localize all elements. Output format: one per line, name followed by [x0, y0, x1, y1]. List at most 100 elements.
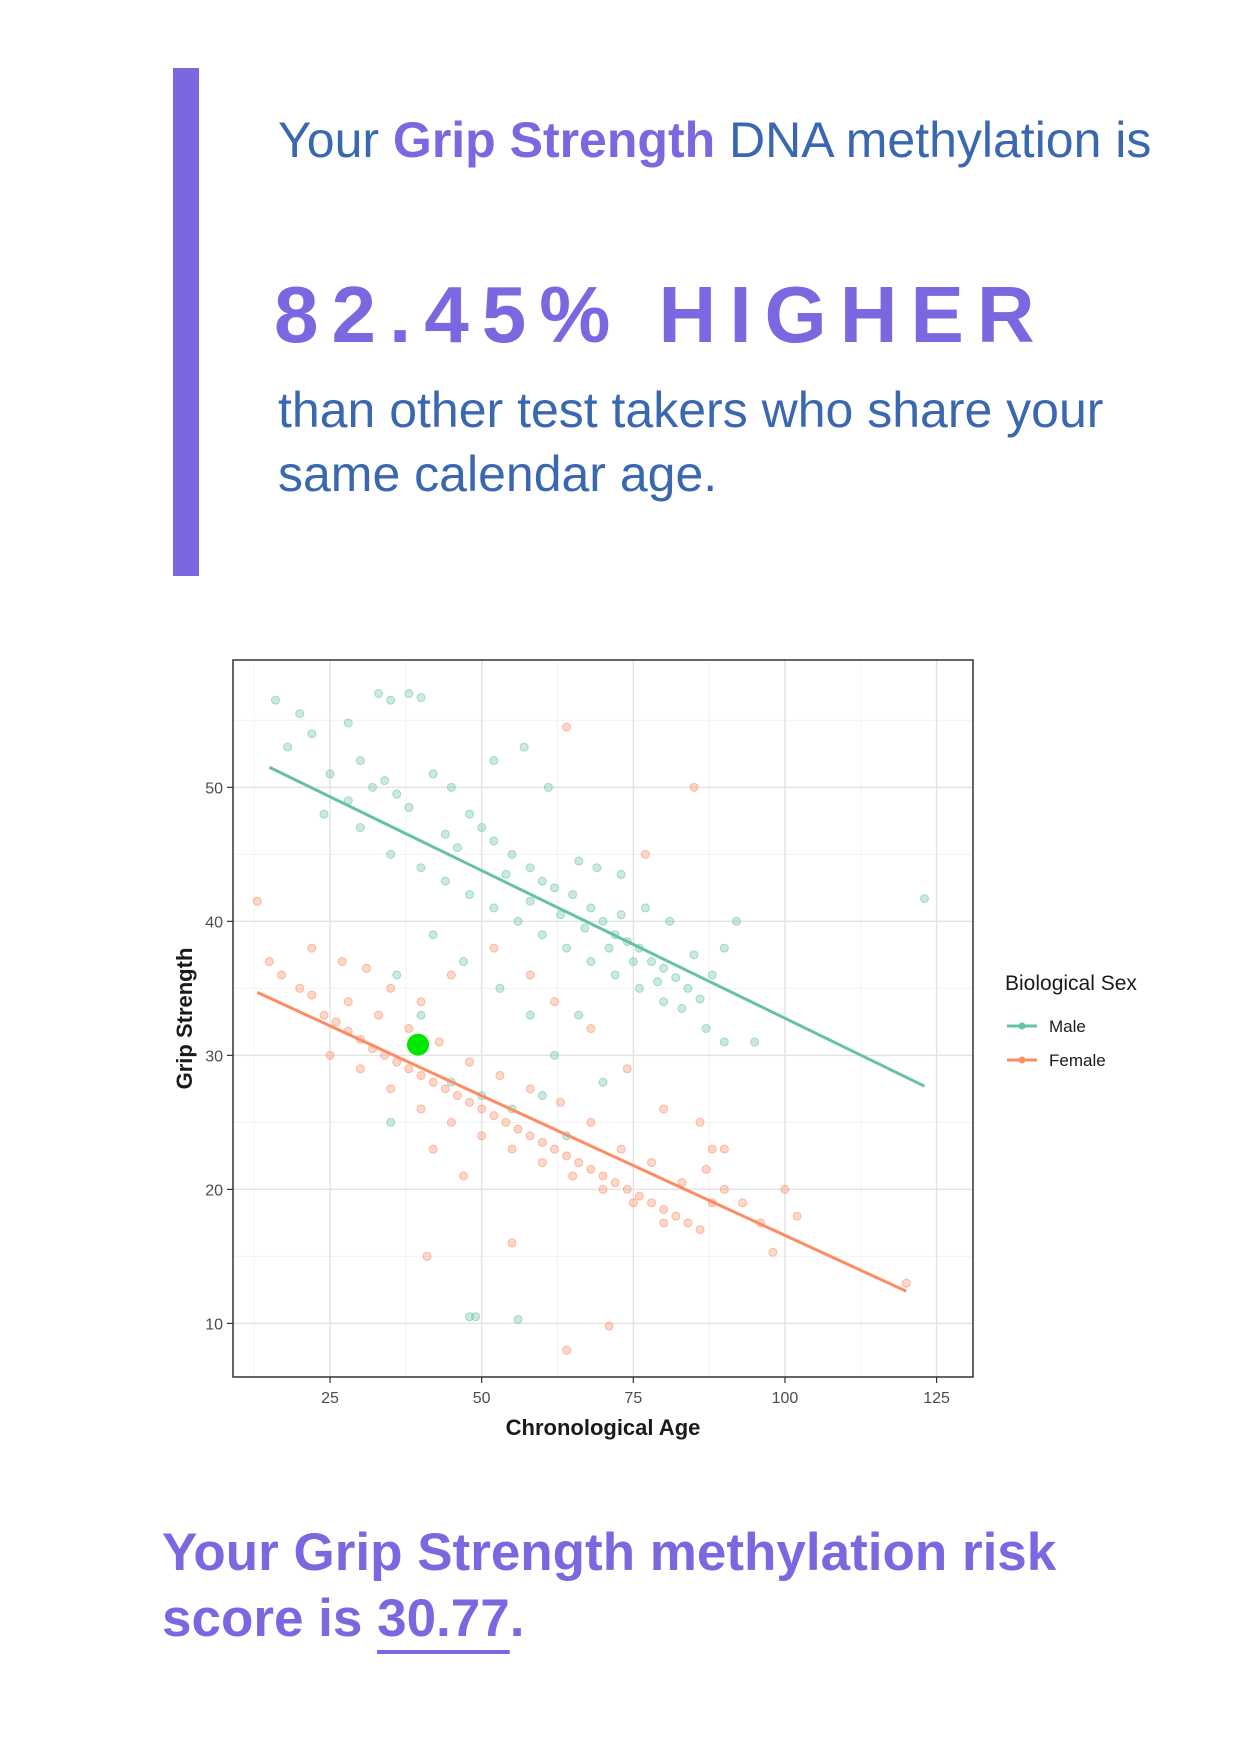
male-point	[598, 916, 608, 926]
female-point	[277, 970, 287, 980]
male-point	[683, 983, 693, 993]
female-point	[307, 943, 317, 953]
male-point	[507, 849, 517, 859]
male-point	[616, 869, 626, 879]
male-point	[537, 1091, 547, 1101]
female-point	[695, 1117, 705, 1127]
female-point	[477, 1131, 487, 1141]
male-point	[465, 809, 475, 819]
female-point	[319, 1010, 329, 1020]
x-tick-label: 125	[923, 1390, 950, 1407]
female-point	[586, 1164, 596, 1174]
female-point	[634, 1191, 644, 1201]
male-point	[270, 695, 280, 705]
male-point	[598, 1077, 608, 1087]
female-point	[428, 1144, 438, 1154]
female-point	[659, 1204, 669, 1214]
male-point	[537, 876, 547, 886]
female-point	[374, 1010, 384, 1020]
male-point	[325, 769, 335, 779]
male-trend-line	[268, 765, 926, 1088]
male-point	[634, 983, 644, 993]
female-point	[780, 1184, 790, 1194]
male-point	[386, 849, 396, 859]
female-point	[647, 1158, 657, 1168]
male-point	[677, 1003, 687, 1013]
female-point	[525, 1084, 535, 1094]
female-point	[361, 963, 371, 973]
male-point	[647, 957, 657, 967]
female-point	[495, 1070, 505, 1080]
male-point	[489, 903, 499, 913]
male-point	[580, 923, 590, 933]
female-trend-line	[256, 991, 907, 1293]
x-tick-label: 100	[772, 1390, 799, 1407]
male-point	[604, 943, 614, 953]
male-point	[707, 970, 717, 980]
y-tick-label: 30	[205, 1048, 223, 1065]
x-tick-label: 50	[473, 1390, 491, 1407]
male-point	[701, 1024, 711, 1034]
female-point	[477, 1104, 487, 1114]
female-point	[610, 1178, 620, 1188]
male-point	[392, 970, 402, 980]
female-point	[343, 997, 353, 1007]
male-point	[689, 950, 699, 960]
female-point	[695, 1225, 705, 1235]
female-point	[604, 1321, 614, 1331]
male-point	[653, 977, 663, 987]
female-point	[404, 1064, 414, 1074]
female-point	[689, 782, 699, 792]
female-point	[549, 1144, 559, 1154]
male-point	[568, 890, 578, 900]
male-point	[368, 782, 378, 792]
female-point	[549, 997, 559, 1007]
male-point	[416, 863, 426, 873]
female-point	[622, 1184, 632, 1194]
female-point	[659, 1104, 669, 1114]
female-point	[458, 1171, 468, 1181]
male-point	[610, 970, 620, 980]
female-point	[562, 1151, 572, 1161]
comparison-headline: 82.45% HIGHER	[274, 270, 1048, 359]
female-point	[659, 1218, 669, 1228]
female-point	[525, 1131, 535, 1141]
male-point	[513, 916, 523, 926]
male-point	[574, 1010, 584, 1020]
female-point	[562, 722, 572, 732]
male-point	[355, 823, 365, 833]
user-score-point	[407, 1033, 429, 1056]
female-point	[586, 1024, 596, 1034]
male-point	[452, 843, 462, 853]
x-tick-label: 75	[624, 1390, 642, 1407]
female-point	[386, 983, 396, 993]
female-point	[628, 1198, 638, 1208]
male-point	[695, 994, 705, 1004]
female-point	[598, 1184, 608, 1194]
male-point	[489, 836, 499, 846]
intro-suffix: DNA methylation is	[715, 112, 1152, 168]
male-point	[355, 756, 365, 766]
male-point	[380, 776, 390, 786]
male-point	[543, 782, 553, 792]
intro-prefix: Your	[278, 112, 393, 168]
female-point	[446, 970, 456, 980]
male-point	[374, 689, 384, 699]
male-point	[562, 943, 572, 953]
male-point	[513, 1314, 523, 1324]
female-point	[513, 1124, 523, 1134]
y-tick-label: 50	[205, 780, 223, 797]
male-point	[586, 957, 596, 967]
female-point	[556, 1097, 566, 1107]
female-point	[434, 1037, 444, 1047]
plot-border	[232, 659, 974, 1378]
male-point	[586, 903, 596, 913]
male-point	[489, 756, 499, 766]
male-point	[919, 894, 929, 904]
intro-text: Your Grip Strength DNA methylation is	[278, 108, 1178, 172]
legend-key-point-female	[1018, 1056, 1026, 1064]
trait-name: Grip Strength	[392, 112, 716, 168]
male-point	[471, 1312, 481, 1322]
female-point	[440, 1084, 450, 1094]
female-point	[422, 1251, 432, 1261]
